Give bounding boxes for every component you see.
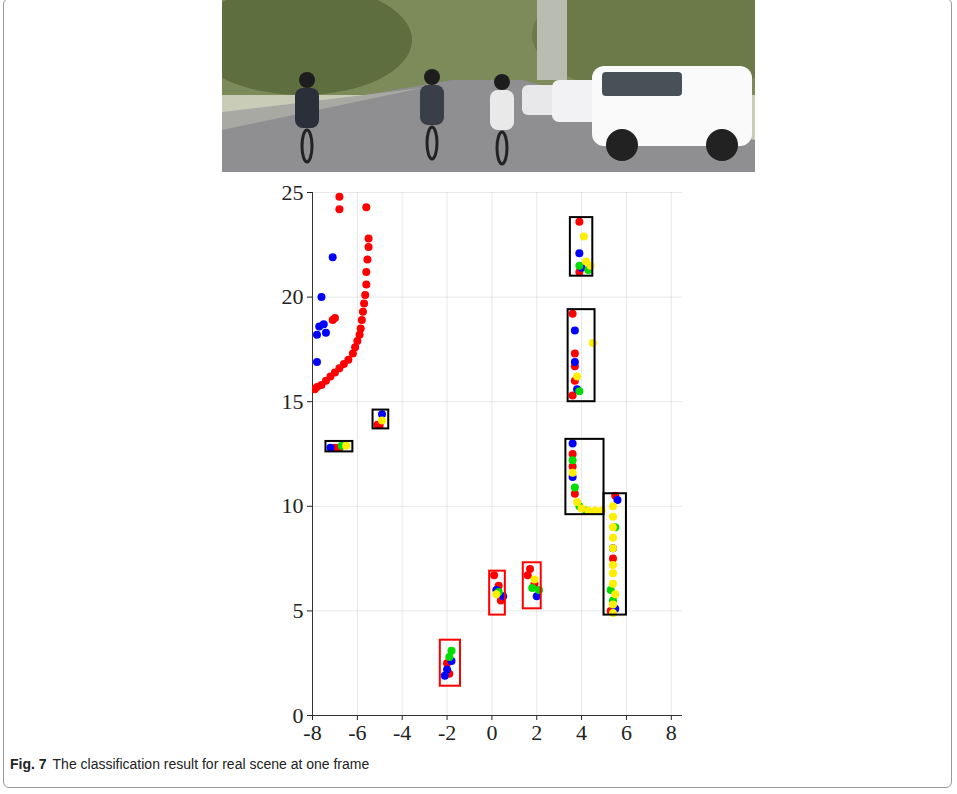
svg-text:8: 8 [666,720,677,745]
html-text:Fig. 7 The classification resu: Fig. 7 The classification result for rea… [10,756,370,772]
svg-text:15: 15 [282,389,304,414]
svg-text:-8: -8 [303,720,321,745]
svg-text:10: 10 [282,493,304,518]
svg-text:2: 2 [531,720,542,745]
svg-text:-4: -4 [393,720,411,745]
svg-text:0: 0 [486,720,497,745]
svg-text:25: 25 [282,180,304,205]
svg-text:6: 6 [621,720,632,745]
svg-text:4: 4 [576,720,587,745]
svg-text:20: 20 [282,284,304,309]
svg-text:5: 5 [293,598,304,623]
svg-text:-6: -6 [348,720,366,745]
svg-text:-2: -2 [438,720,456,745]
svg-text:0: 0 [293,703,304,728]
